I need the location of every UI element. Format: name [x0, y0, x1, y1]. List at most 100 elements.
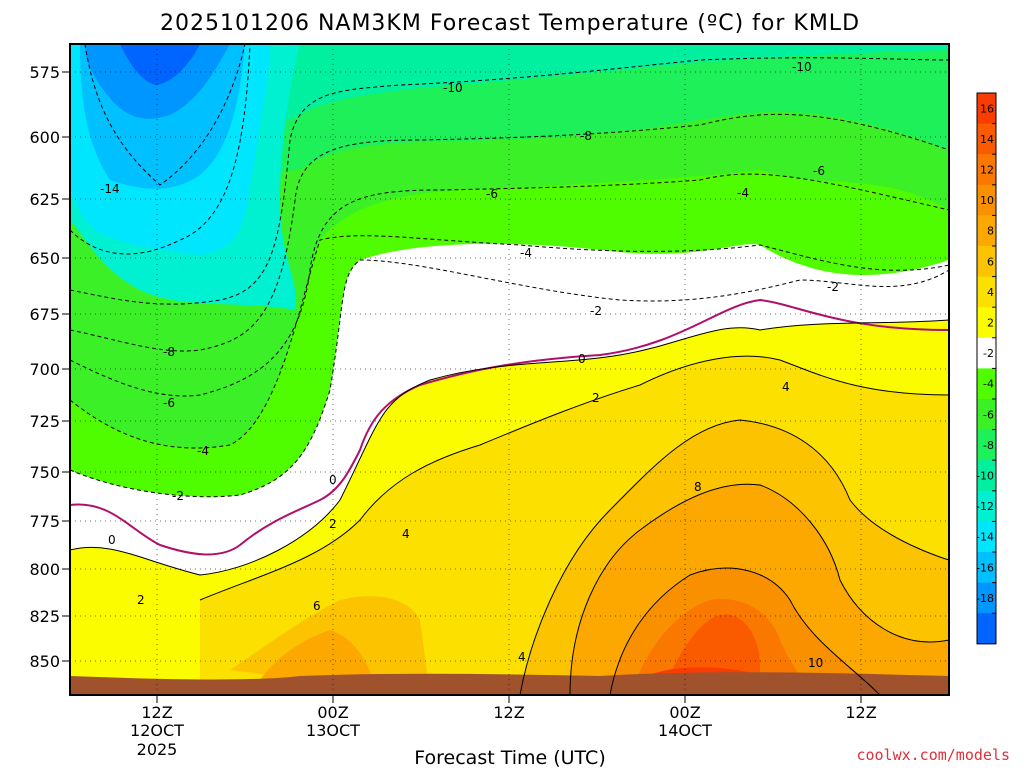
colorbar-label: -14: [976, 531, 994, 544]
contour-label: 2: [592, 391, 600, 405]
contour-label: 2: [329, 517, 337, 531]
contour-label: -2: [827, 280, 839, 294]
colorbar: 16 14 12 10 8 6 4 2 -2 -4 -6 -8 -10 -12 -14 -16 -18: [976, 92, 997, 645]
colorbar-swatch: [977, 154, 996, 186]
colorbar-label: 14: [980, 133, 994, 146]
y-axis: 575 600 625 650 675 700 725 750 775 800 …: [29, 63, 70, 671]
colorbar-label: 16: [980, 102, 994, 115]
contour-plus6: [519, 419, 949, 695]
colorbar-swatch: [977, 521, 996, 553]
contour-minus10: [70, 57, 949, 305]
colorbar-swatch: [977, 337, 996, 369]
colorbar-label: 8: [987, 225, 994, 238]
x-tick-year: 2025: [137, 740, 178, 759]
x-tick-label: 00Z: [669, 703, 700, 722]
colorbar-swatch: [977, 460, 996, 492]
dashed-contours: [70, 44, 949, 498]
colorbar-label: 10: [980, 194, 994, 207]
contour-label: 0: [578, 352, 586, 366]
contour-label: 10: [808, 656, 823, 670]
colorbar-swatch: [977, 93, 996, 125]
colorbar-swatch: [977, 552, 996, 584]
contour-label-group: -10 -10 -8 -6 -6 -4 -4 -2 -2 -14 -8 -6 -…: [100, 60, 839, 670]
contour-plus2: [70, 319, 949, 576]
colorbar-swatch: [977, 276, 996, 308]
colorbar-label: -6: [983, 408, 994, 421]
ground: [70, 672, 949, 695]
y-tick-label: 725: [29, 412, 60, 431]
y-tick-label: 825: [29, 607, 60, 626]
contour-label: -6: [163, 396, 175, 410]
colorbar-swatch: [977, 490, 996, 522]
zero-contour: [70, 298, 949, 556]
contour-minus2: [70, 259, 949, 498]
contour-label: -10: [792, 60, 812, 74]
contour-label: 8: [694, 480, 702, 494]
x-axis-title: Forecast Time (UTC): [414, 747, 605, 768]
contour-label: 4: [782, 380, 790, 394]
band-minus20: [120, 44, 200, 85]
y-tick-label: 575: [29, 63, 60, 82]
contour-label: -6: [813, 164, 825, 178]
grid: [70, 44, 949, 695]
solid-contours: [70, 319, 949, 695]
contour-label: 0: [108, 533, 116, 547]
colorbar-label: -16: [976, 561, 994, 574]
contour-minus6: [70, 173, 949, 397]
colorbar-label: -8: [983, 439, 994, 452]
colorbar-swatch: [977, 399, 996, 431]
colorbar-swatch: [977, 582, 996, 614]
contour-minus4: [70, 235, 949, 449]
contour-plus10: [609, 567, 881, 695]
y-tick-label: 700: [29, 360, 60, 379]
colorbar-swatch: [977, 184, 996, 216]
y-tick-label: 600: [29, 128, 60, 147]
contour-label: 0: [329, 473, 337, 487]
y-tick-label: 800: [29, 560, 60, 579]
contour-label: -10: [443, 81, 463, 95]
colorbar-swatch: [977, 613, 996, 645]
contour-label: 2: [137, 593, 145, 607]
contour-label: -4: [520, 246, 532, 260]
y-tick-label: 750: [29, 463, 60, 482]
contour-label: -2: [172, 489, 184, 503]
x-tick-date: 12OCT: [130, 721, 184, 740]
contour-minus8: [70, 113, 949, 352]
contour-label: -4: [197, 444, 209, 458]
colorbar-swatch: [977, 307, 996, 339]
colorbar-label: -4: [983, 378, 994, 391]
contour-label: 6: [313, 599, 321, 613]
x-tick-label: 00Z: [317, 703, 348, 722]
colorbar-label: -18: [976, 592, 994, 605]
x-tick-label: 12Z: [493, 703, 524, 722]
x-axis: 12Z 12OCT 2025 00Z 13OCT 12Z 00Z 14OCT 1…: [130, 695, 877, 768]
colorbar-label: -2: [983, 347, 994, 360]
x-tick-label: 12Z: [845, 703, 876, 722]
y-tick-label: 675: [29, 305, 60, 324]
colorbar-swatch: [977, 246, 996, 278]
colorbar-swatch: [977, 429, 996, 461]
plot-area: [70, 44, 949, 695]
contour-label: -14: [100, 182, 120, 196]
contour-label: 4: [402, 527, 410, 541]
y-tick-label: 775: [29, 512, 60, 531]
contour-minus12: [70, 44, 251, 255]
colorbar-label: 12: [980, 164, 994, 177]
y-tick-label: 625: [29, 190, 60, 209]
colorbar-swatch: [977, 123, 996, 155]
contour-plus8: [569, 483, 949, 695]
colorbar-label: -12: [976, 500, 994, 513]
x-tick-date: 14OCT: [658, 721, 712, 740]
colorbar-swatch: [977, 368, 996, 400]
chart-title: 2025101206 NAM3KM Forecast Temperature (…: [160, 11, 860, 36]
colorbar-label: 6: [987, 255, 994, 268]
colorbar-label: -10: [976, 470, 994, 483]
colorbar-label: 2: [987, 317, 994, 330]
y-tick-label: 650: [29, 249, 60, 268]
contour-label: -2: [590, 304, 602, 318]
contour-plus4: [199, 355, 949, 601]
contour-minus14: [84, 44, 246, 186]
contour-label: -6: [486, 187, 498, 201]
y-tick-label: 850: [29, 652, 60, 671]
